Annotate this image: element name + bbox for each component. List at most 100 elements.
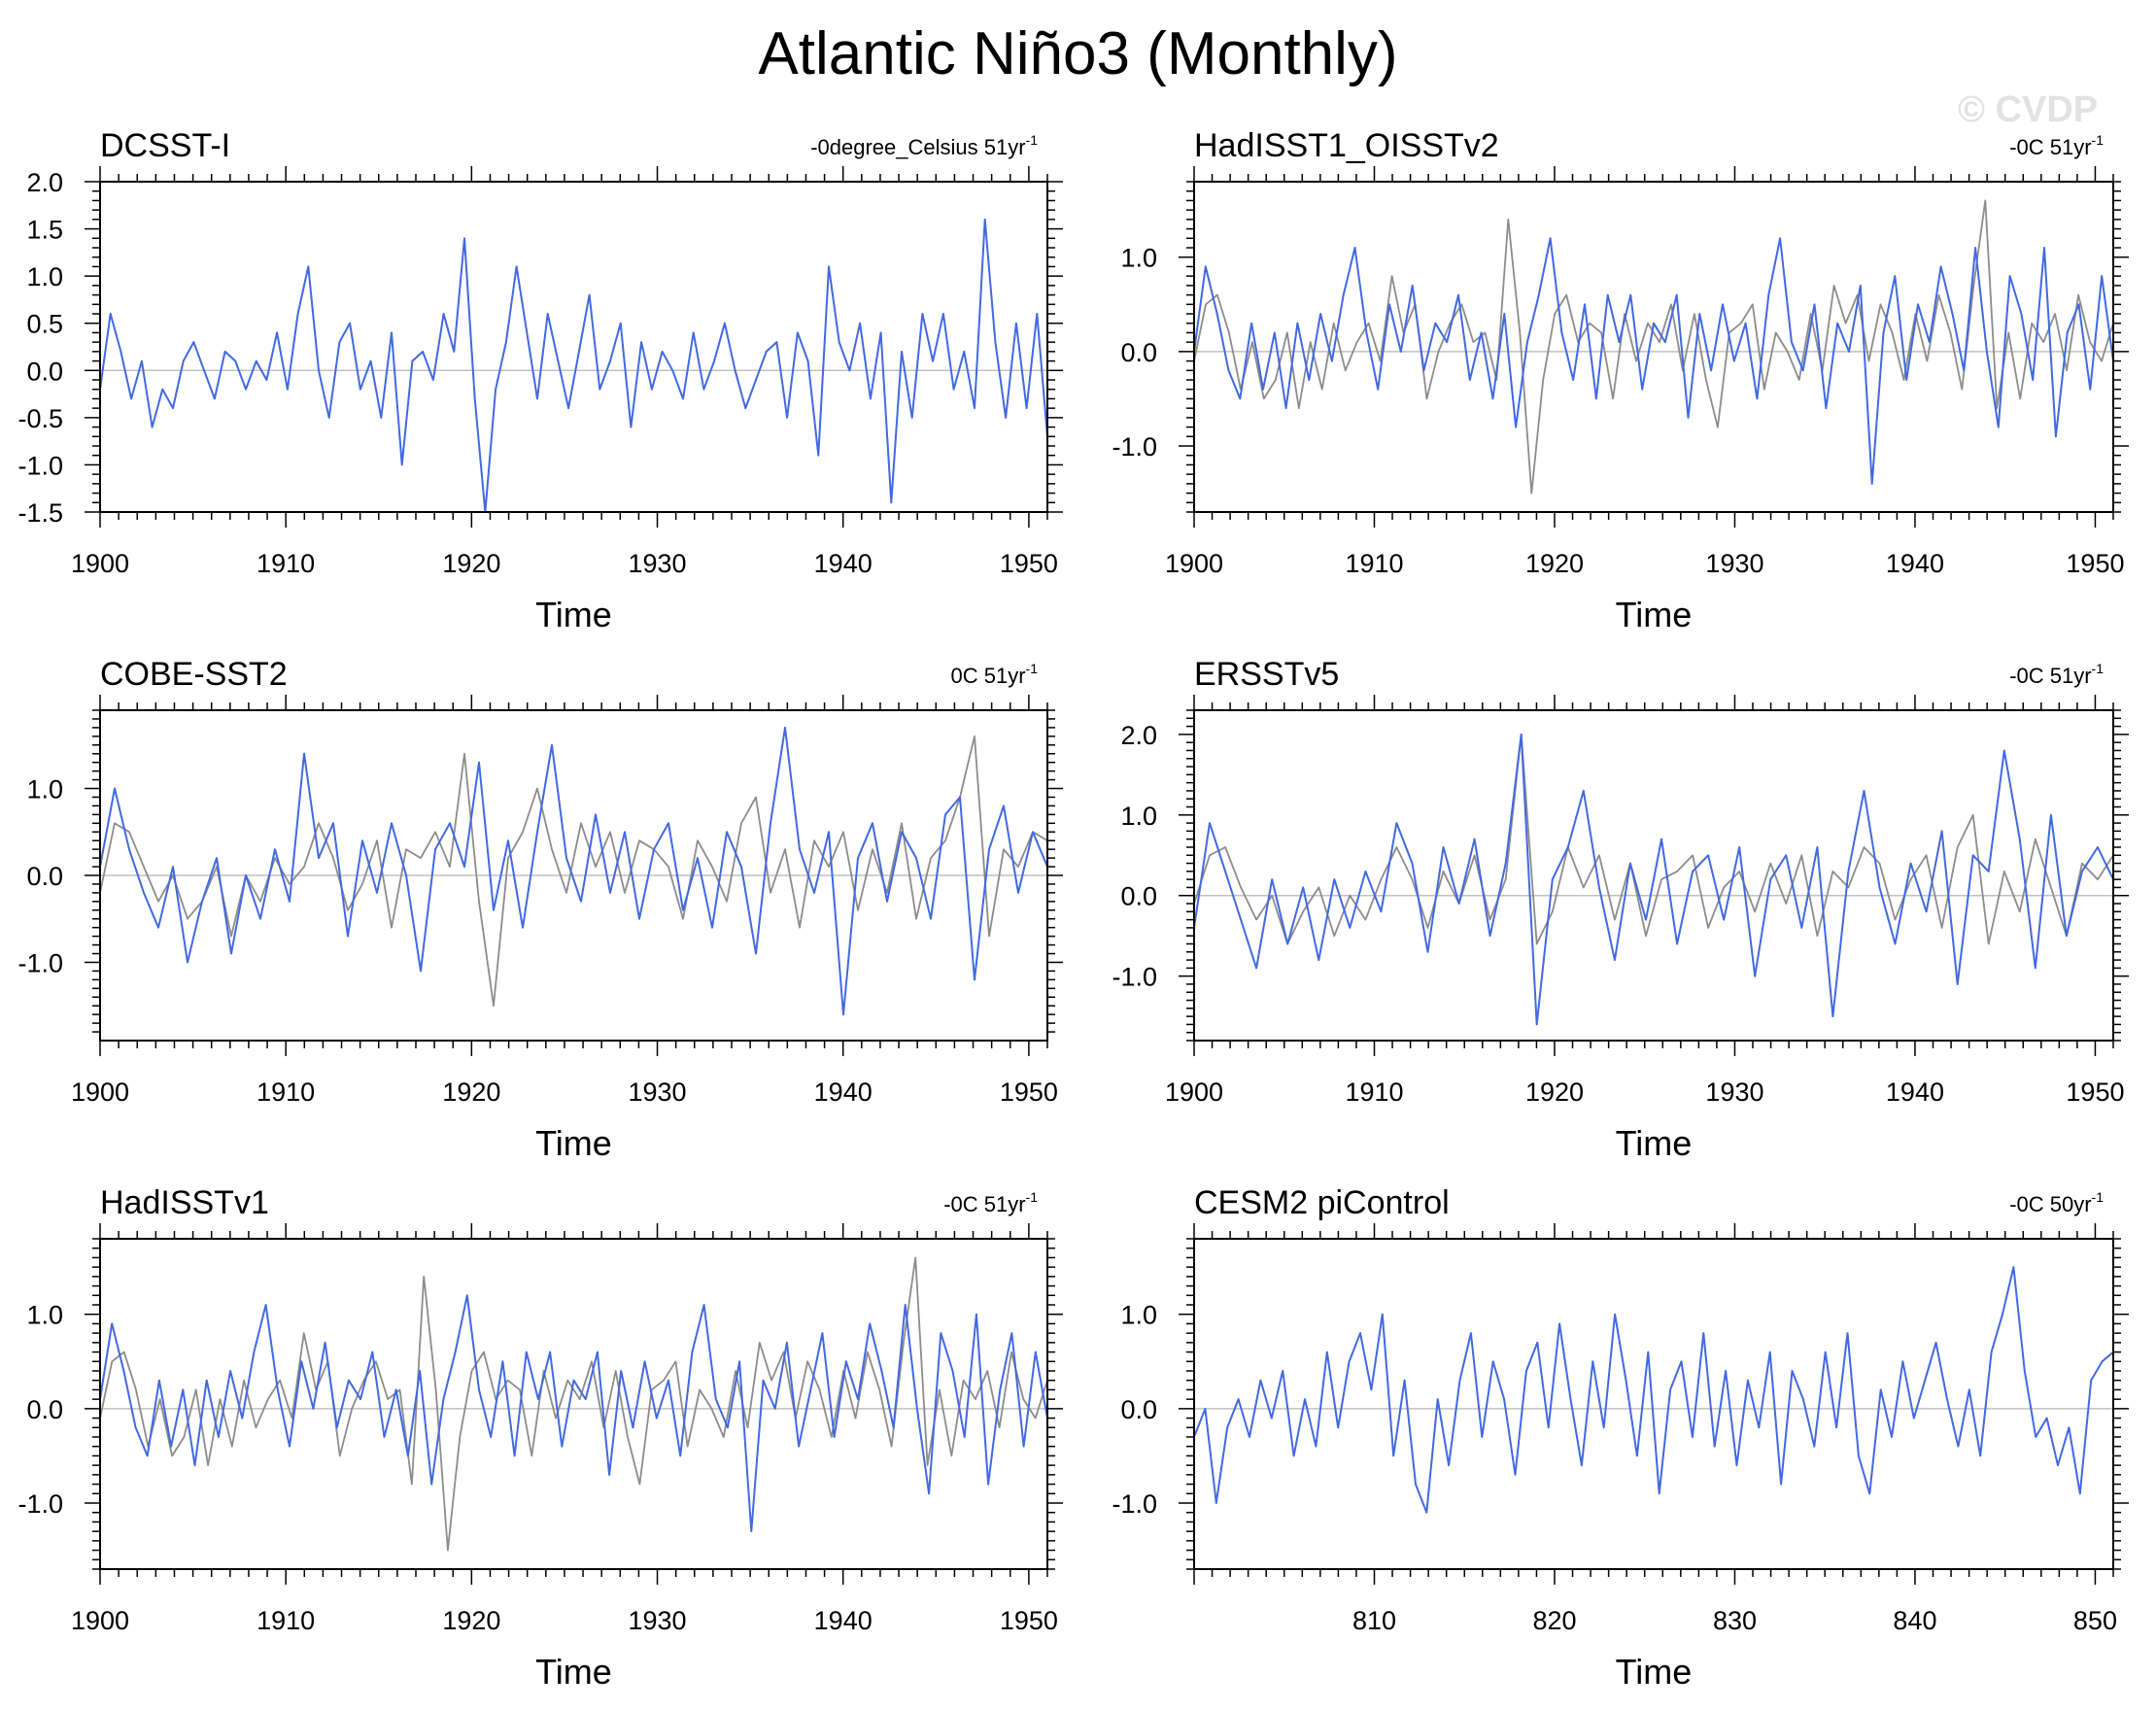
panel-info: -0C 50yr-1 [2009,1189,2104,1216]
plot-frame [1193,709,2114,1042]
y-tick-label: -1.0 [17,451,63,480]
x-tick-label: 1900 [71,1606,129,1635]
chart-panel-5: 1900 1910 1920 1930 1940 1950 1.0 0.0 -1.0 HadISS… [17,1184,1063,1692]
x-tick-label: 1940 [814,1606,873,1635]
panel-title: CESM2 piControl [1194,1184,1450,1221]
y-tick-label: -1.5 [17,498,63,528]
x-tick-label: 1900 [71,1077,129,1107]
figure-title: Atlantic Niño3 (Monthly) [758,20,1398,87]
panel-info-superscript: -1 [2092,132,2105,148]
chart-panel-1: 1900 1910 1920 1930 1940 1950 2.0 1.5 1.0 0.5 0.0 -… [17,127,1063,634]
x-tick-label: 810 [1352,1606,1396,1635]
x-tick-label: 1950 [1000,1606,1058,1635]
x-tick-label: 1940 [814,1077,873,1107]
y-tick-label: -1.0 [17,1489,63,1519]
y-tick-label: 0.0 [26,1395,63,1424]
panel-title: HadISSTv1 [100,1184,269,1221]
x-tick-label: 1930 [628,1077,686,1107]
x-tick-label: 850 [2073,1606,2117,1635]
x-tick-label: 1910 [257,549,315,578]
y-tick-label: 2.0 [1120,721,1157,750]
y-tick-label: -0.5 [17,404,63,433]
plot-frame [1193,1238,2114,1570]
x-tick-label: 1920 [442,549,500,578]
panel-info-superscript: -1 [2092,661,2105,676]
y-tick-label: 1.0 [26,262,63,291]
y-tick-label: 0.0 [1120,882,1157,911]
series-line-reference [99,735,1048,1008]
x-tick-label: 1910 [1345,1077,1403,1107]
panel-info: -0C 51yr-1 [2009,132,2104,159]
x-tick-label: 1940 [1886,549,1944,578]
series-line-ersstv5 [1193,733,2114,1026]
panel-info: -0C 51yr-1 [2009,661,2104,688]
x-tick-label: 1950 [1000,549,1058,578]
x-tick-label: 1930 [1705,1077,1763,1107]
x-tick-label: 1920 [1525,549,1584,578]
y-tick-label: -1.0 [1112,432,1157,462]
panel-info-superscript: -1 [2092,1189,2105,1205]
y-tick-label: 1.0 [26,1301,63,1330]
x-axis-label: Time [535,595,612,634]
plot-frame [99,181,1048,513]
chart-panel-2: 1900 1910 1920 1930 1940 1950 1.0 0.0 -1.0 HadISS… [1112,127,2129,634]
x-axis-label: Time [535,1652,612,1692]
x-tick-label: 1900 [1165,549,1223,578]
panel-title: DCSST-I [100,127,230,164]
x-tick-label: 830 [1713,1606,1757,1635]
x-axis-label: Time [1616,595,1693,634]
y-tick-label: -1.0 [1112,1489,1157,1519]
chart-panel-3: 1900 1910 1920 1930 1940 1950 1.0 0.0 -1.0 COBE-S… [17,656,1063,1163]
y-tick-label: 1.0 [1120,1301,1157,1330]
series-line-dcsst-i [99,218,1048,513]
watermark: © CVDP [1958,89,2099,130]
panel-title: ERSSTv5 [1194,656,1339,693]
x-tick-label: 820 [1532,1606,1576,1635]
y-tick-label: -1.0 [1112,963,1157,992]
x-tick-label: 1950 [2066,549,2124,578]
panel-info-superscript: -1 [1026,661,1039,676]
x-tick-label: 1930 [1705,549,1763,578]
y-tick-label: 0.5 [26,310,63,339]
x-tick-label: 1920 [1525,1077,1584,1107]
series-line-hadisstv1 [99,1294,1048,1533]
y-tick-label: 1.0 [1120,244,1157,273]
x-tick-label: 1910 [257,1606,315,1635]
panel-title: HadISST1_OISSTv2 [1194,127,1499,164]
y-tick-label: 0.0 [1120,338,1157,367]
x-tick-label: 1940 [814,549,873,578]
x-tick-label: 1900 [1165,1077,1223,1107]
panel-info: 0C 51yr-1 [951,661,1039,688]
x-tick-label: 1930 [628,1606,686,1635]
x-tick-label: 1950 [1000,1077,1058,1107]
y-tick-label: 2.0 [26,168,63,197]
y-tick-label: 0.0 [26,357,63,386]
x-tick-label: 1920 [442,1606,500,1635]
x-tick-label: 1940 [1886,1077,1944,1107]
panel-info-superscript: -1 [1026,1189,1039,1205]
x-tick-label: 1920 [442,1077,500,1107]
y-tick-label: 1.0 [26,775,63,804]
series-line-reference [1193,199,2114,495]
panel-info-superscript: -1 [1026,132,1039,148]
x-tick-label: 1910 [257,1077,315,1107]
series-line-reference [1193,734,2114,945]
x-tick-label: 1950 [2066,1077,2124,1107]
x-axis-label: Time [1616,1652,1693,1692]
x-axis-label: Time [535,1123,612,1163]
chart-panel-4: 1900 1910 1920 1930 1940 1950 2.0 1.0 0.0 -1.0 ERS… [1112,656,2129,1163]
plot-frame [99,1238,1048,1570]
y-tick-label: -1.0 [17,948,63,977]
x-axis-label: Time [1616,1123,1693,1163]
panel-info: -0C 51yr-1 [943,1189,1038,1216]
y-tick-label: 1.5 [26,216,63,245]
series-line-cesm2-picontrol [1193,1266,2114,1514]
series-line-reference [99,1256,1048,1552]
x-tick-label: 1910 [1345,549,1403,578]
series-line-hadisst1-oisstv2 [1193,237,2114,485]
x-tick-label: 1930 [628,549,686,578]
x-tick-label: 840 [1893,1606,1936,1635]
plot-frame [1193,181,2114,513]
panel-title: COBE-SST2 [100,656,288,693]
